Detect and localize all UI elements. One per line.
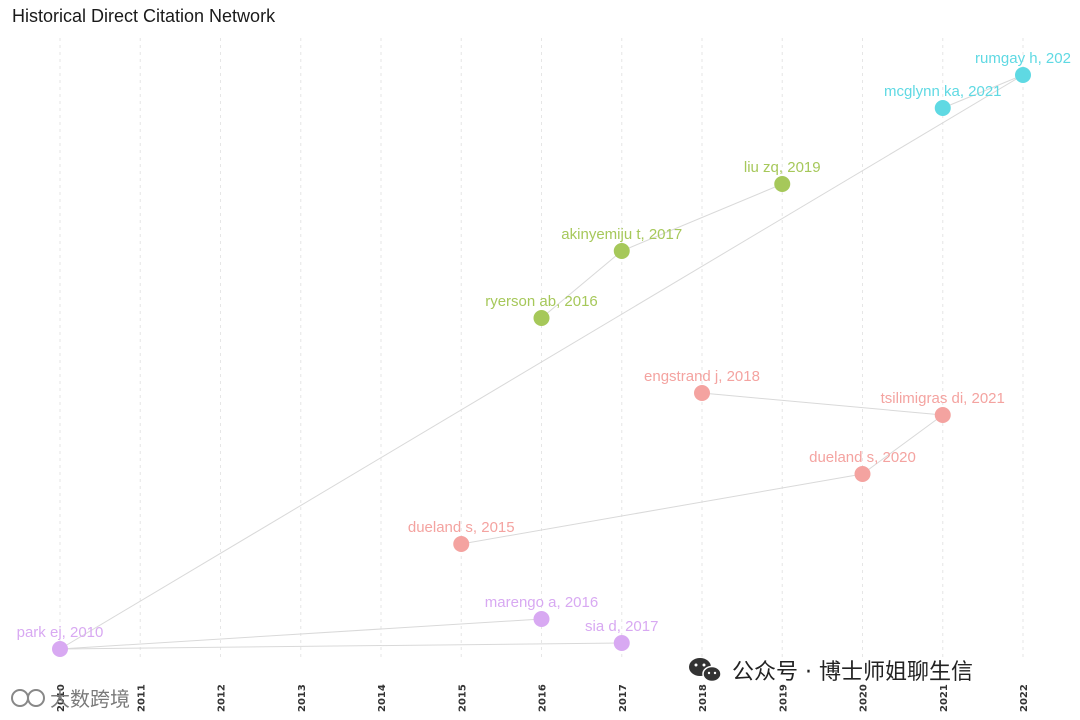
wechat-icon <box>689 658 722 683</box>
citation-edge <box>461 473 863 545</box>
corner-watermark-text: 大数跨境 <box>50 687 130 711</box>
logo-mark-icon <box>11 689 45 707</box>
x-tick-label: 2012 <box>217 684 228 712</box>
node-label: ryerson ab, 2016 <box>485 293 598 310</box>
citation-edge <box>59 618 542 650</box>
x-tick-label: 2022 <box>1019 684 1030 712</box>
x-tick-label: 2011 <box>136 684 147 712</box>
node-labels: rumgay h, 202 mcglynn ka, 2021 liu zq, 201… <box>17 50 1071 641</box>
paper-node <box>694 385 710 401</box>
node-label: marengo a, 2016 <box>485 594 598 611</box>
paper-node <box>453 536 470 552</box>
watermark-text: 公众号 · 博士师姐聊生信 <box>732 660 973 685</box>
paper-nodes <box>52 67 1031 657</box>
x-tick-label: 2020 <box>859 684 870 712</box>
node-label: liu zq, 2019 <box>744 159 821 176</box>
citation-edges <box>59 74 1024 650</box>
paper-node <box>52 641 68 657</box>
chart-title: Historical Direct Citation Network <box>12 6 276 26</box>
citation-edge <box>59 74 1024 650</box>
citation-edge <box>541 250 623 319</box>
paper-node <box>613 635 630 651</box>
node-label: akinyemiju t, 2017 <box>561 226 682 243</box>
x-tick-label: 2015 <box>457 684 468 712</box>
node-label: mcglynn ka, 2021 <box>884 83 1002 100</box>
paper-node <box>533 611 550 627</box>
x-tick-label: 2014 <box>377 684 388 712</box>
x-tick-label: 2021 <box>939 684 950 712</box>
x-tick-label: 2017 <box>618 684 629 712</box>
grid-lines <box>59 38 1024 660</box>
paper-node <box>854 466 871 482</box>
node-label: rumgay h, 202 <box>975 50 1071 67</box>
node-label: dueland s, 2020 <box>809 449 916 466</box>
x-axis-ticks: 2010 2011 2012 2013 2014 2015 2016 2017 2018 2019… <box>56 684 1030 712</box>
citation-edge <box>862 414 944 475</box>
x-tick-label: 2010 <box>56 684 67 712</box>
paper-node <box>613 243 630 259</box>
citation-edge <box>59 642 622 650</box>
x-tick-label: 2018 <box>698 684 709 712</box>
corner-watermark: 大数跨境 <box>11 687 130 711</box>
paper-node <box>774 176 791 192</box>
x-tick-label: 2013 <box>297 684 308 712</box>
x-tick-label: 2016 <box>538 684 549 712</box>
paper-node <box>934 407 951 423</box>
citation-edge <box>701 392 943 416</box>
paper-node <box>533 310 550 326</box>
wechat-watermark: 公众号 · 博士师姐聊生信 <box>689 658 973 685</box>
node-label: park ej, 2010 <box>17 624 104 641</box>
node-label: dueland s, 2015 <box>408 519 515 536</box>
citation-edge <box>942 74 1024 109</box>
paper-node <box>934 100 951 116</box>
node-label: tsilimigras di, 2021 <box>881 390 1005 407</box>
node-label: engstrand j, 2018 <box>644 368 760 385</box>
node-label: sia d, 2017 <box>585 618 658 635</box>
x-tick-label: 2019 <box>778 684 789 712</box>
paper-node <box>1015 67 1031 83</box>
citation-edge <box>621 183 783 252</box>
